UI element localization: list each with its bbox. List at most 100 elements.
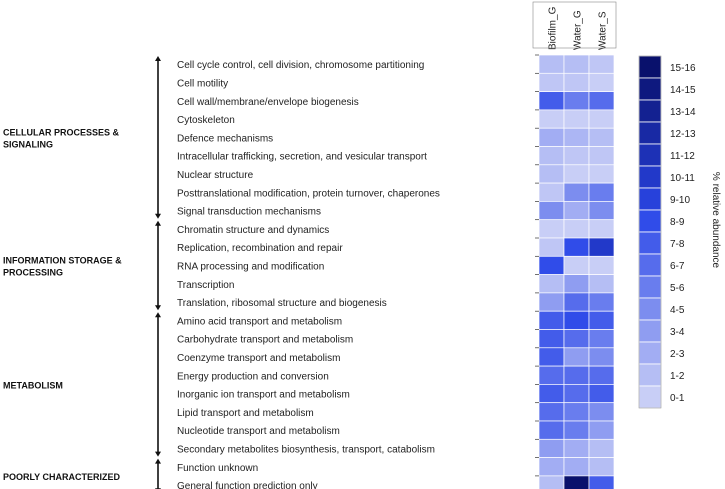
heatmap-cell xyxy=(563,237,590,257)
group-label: SIGNALING xyxy=(3,139,53,149)
heatmap-cell xyxy=(588,201,615,221)
heatmap-cell xyxy=(563,457,590,477)
column-label: Water_G xyxy=(573,10,584,50)
heatmap-cell xyxy=(588,347,615,367)
heatmap-cell xyxy=(538,127,565,147)
legend-swatch xyxy=(638,297,662,321)
heatmap-cell xyxy=(538,420,565,440)
legend-swatch xyxy=(638,187,662,211)
row-label: General function prediction only xyxy=(177,481,318,489)
legend-swatch xyxy=(638,143,662,167)
legend-swatch xyxy=(638,231,662,255)
legend-label: 2-3 xyxy=(670,349,685,360)
legend-label: 6-7 xyxy=(670,261,685,272)
heatmap-cell xyxy=(563,365,590,385)
heatmap-cell xyxy=(563,310,590,330)
heatmap-cell xyxy=(538,438,565,458)
heatmap-cell xyxy=(588,402,615,422)
column-label: Biofilm_G xyxy=(548,6,559,50)
group-label: PROCESSING xyxy=(3,267,63,277)
row-label: Amino acid transport and metabolism xyxy=(177,316,342,327)
heatmap-cell xyxy=(588,365,615,385)
heatmap-cell xyxy=(588,237,615,257)
row-label: Cell wall/membrane/envelope biogenesis xyxy=(177,97,359,108)
group-label: CELLULAR PROCESSES & xyxy=(3,127,120,137)
group-bracket-arrow-bottom xyxy=(155,213,161,219)
legend-frame xyxy=(638,55,662,409)
row-label: RNA processing and modification xyxy=(177,261,324,272)
row-label: Cell motility xyxy=(177,78,228,89)
row-label: Intracellular trafficking, secretion, an… xyxy=(177,152,427,163)
heatmap-cell xyxy=(538,164,565,184)
heatmap-cell xyxy=(538,329,565,349)
heatmap-cell xyxy=(588,182,615,202)
legend-label: 11-12 xyxy=(670,151,695,162)
heatmap-cell xyxy=(563,54,590,74)
legend-swatch xyxy=(638,77,662,101)
heatmap-cell xyxy=(538,457,565,477)
heatmap-cell xyxy=(538,54,565,74)
heatmap-cell xyxy=(588,127,615,147)
row-label: Carbohydrate transport and metabolism xyxy=(177,335,353,346)
legend-swatch xyxy=(638,121,662,145)
group-bracket-arrow-top xyxy=(155,458,161,464)
legend-label: 15-16 xyxy=(670,63,696,74)
heatmap-cell xyxy=(588,255,615,275)
heatmap-cell xyxy=(538,475,565,489)
heatmap-cell xyxy=(588,219,615,239)
heatmap-cell xyxy=(538,219,565,239)
heatmap-cell xyxy=(588,164,615,184)
heatmap-cell xyxy=(588,329,615,349)
row-label: Nuclear structure xyxy=(177,170,254,181)
row-label: Secondary metabolites biosynthesis, tran… xyxy=(177,444,435,455)
heatmap-cell xyxy=(563,255,590,275)
heatmap-cell xyxy=(588,384,615,404)
row-label: Transcription xyxy=(177,280,234,291)
row-label: Defence mechanisms xyxy=(177,133,273,144)
legend-label: 9-10 xyxy=(670,195,690,206)
legend-label: 4-5 xyxy=(670,305,685,316)
legend-label: 3-4 xyxy=(670,327,685,338)
row-label: Replication, recombination and repair xyxy=(177,243,343,254)
group-bracket-arrow-top xyxy=(155,56,161,61)
legend-label: 14-15 xyxy=(670,85,696,96)
group-bracket-arrow-top xyxy=(155,220,161,226)
legend-title: % relative abundance xyxy=(710,172,721,269)
heatmap-cell xyxy=(563,347,590,367)
row-label: Coenzyme transport and metabolism xyxy=(177,353,340,364)
column-label: Water_S xyxy=(598,11,609,50)
heatmap-cell xyxy=(538,237,565,257)
heatmap-cell xyxy=(563,402,590,422)
heatmap-cell xyxy=(563,329,590,349)
group-bracket-arrow-bottom xyxy=(155,305,161,311)
row-label: Posttranslational modification, protein … xyxy=(177,188,440,199)
legend-label: 12-13 xyxy=(670,129,696,140)
row-label: Signal transduction mechanisms xyxy=(177,207,321,218)
heatmap-cell xyxy=(563,164,590,184)
row-label: Function unknown xyxy=(177,463,258,474)
legend-label: 1-2 xyxy=(670,371,685,382)
heatmap-cell xyxy=(538,384,565,404)
row-label: Nucleotide transport and metabolism xyxy=(177,426,340,437)
heatmap-cell xyxy=(563,91,590,111)
heatmap-cell xyxy=(563,438,590,458)
legend-label: 8-9 xyxy=(670,217,685,228)
heatmap-cell xyxy=(588,72,615,92)
heatmap-cell xyxy=(538,310,565,330)
heatmap-cell xyxy=(588,457,615,477)
heatmap-cell xyxy=(563,475,590,489)
heatmap-cell xyxy=(538,347,565,367)
heatmap-cell xyxy=(563,201,590,221)
heatmap-cell xyxy=(588,91,615,111)
heatmap-cell xyxy=(538,201,565,221)
heatmap-cell xyxy=(588,274,615,294)
heatmap-cell xyxy=(563,182,590,202)
legend-swatch xyxy=(638,385,662,409)
heatmap-cell xyxy=(538,146,565,166)
heatmap-cell xyxy=(563,219,590,239)
row-label: Energy production and conversion xyxy=(177,371,329,382)
heatmap-cell xyxy=(588,54,615,74)
heatmap-cell xyxy=(538,72,565,92)
heatmap-cell xyxy=(588,310,615,330)
